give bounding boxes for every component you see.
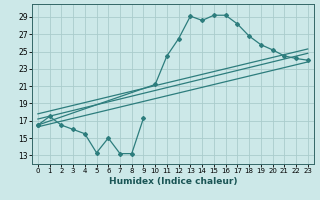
X-axis label: Humidex (Indice chaleur): Humidex (Indice chaleur) <box>108 177 237 186</box>
